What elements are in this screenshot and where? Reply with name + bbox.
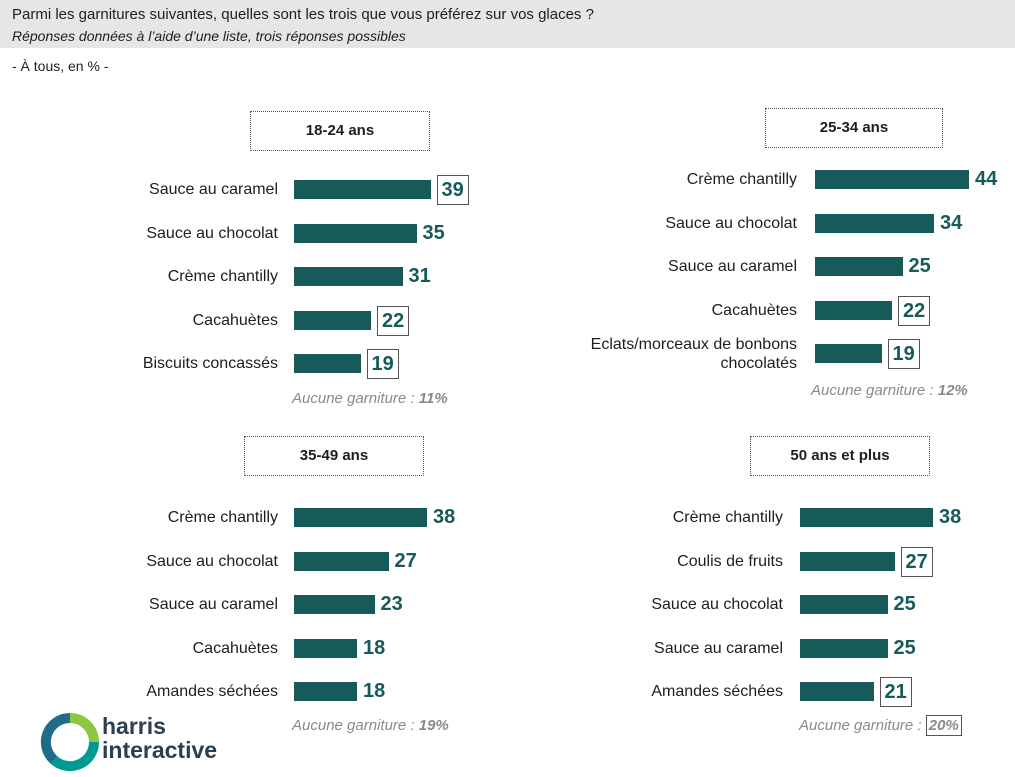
bar [800,508,933,527]
bar [815,344,882,363]
category-label: Sauce au chocolat [665,214,797,232]
data-label: 22 [898,295,931,326]
bar [800,595,888,614]
bar [294,310,371,330]
no-topping-note: Aucune garniture : 12% [811,382,968,399]
bar [294,638,357,658]
no-topping-note: Aucune garniture : 20% [799,715,962,736]
data-label: 19 [887,339,920,369]
header-band: Parmi les garnitures suivantes, quelles … [0,0,1015,48]
data-label: 27 [900,546,933,577]
data-label: 35 [422,221,445,244]
data-label: 34 [940,211,963,234]
category-label: Sauce au chocolat [651,596,783,613]
no-topping-label: Aucune garniture : [811,382,938,399]
category-label: Cacahuètes [192,639,278,657]
data-label: 25 [893,636,916,659]
harris-interactive-logo: harris interactive [40,712,240,772]
data-label: 44 [975,168,998,190]
data-label: 23 [380,593,403,615]
data-label: 25 [908,255,931,277]
data-label: 27 [394,549,417,572]
category-label: Coulis de fruits [677,552,783,570]
data-label: 31 [408,265,431,287]
category-label: Crème chantilly [672,509,783,526]
data-label: 38 [939,506,962,528]
data-label: 38 [433,506,456,528]
category-label: Sauce au caramel [654,639,783,657]
category-label: Amandes séchées [146,683,278,700]
logo-ring-icon [40,712,100,772]
bar [815,213,934,233]
category-label: Cacahuètes [192,311,278,329]
category-label: Sauce au caramel [149,181,278,198]
no-topping-label: Aucune garniture : [292,390,419,407]
category-label: Crème chantilly [167,268,278,285]
category-label: Sauce au caramel [668,258,797,275]
no-topping-label: Aucune garniture : [799,717,926,734]
chart-title: 25-34 ans [765,108,943,148]
no-topping-label: Aucune garniture : [292,717,419,734]
data-label: 19 [366,349,399,379]
bar [294,551,389,571]
category-label: Sauce au caramel [149,596,278,613]
bar [800,551,895,571]
bar [294,267,403,286]
bar [294,223,417,243]
no-topping-value: 11% [418,390,448,407]
bar [800,682,874,701]
data-label: 39 [436,175,469,205]
base-text: - À tous, en % - [12,58,109,74]
no-topping-note: Aucune garniture : 11% [292,390,448,407]
data-label: 25 [893,593,916,615]
data-label: 18 [363,636,386,659]
data-label: 21 [879,677,912,707]
bar [294,682,357,701]
bar [294,180,431,199]
logo-line1: harris [102,713,166,739]
question-text: Parmi les garnitures suivantes, quelles … [12,6,594,23]
category-label: Sauce au chocolat [146,552,278,570]
bar [800,638,888,658]
chart-title: 50 ans et plus [750,436,930,476]
category-label: Sauce au chocolat [146,224,278,242]
bar [815,300,892,320]
bar [294,595,375,614]
bar [294,508,427,527]
no-topping-note: Aucune garniture : 19% [292,717,449,734]
chart-title: 35-49 ans [244,436,424,476]
data-label: 18 [363,680,386,702]
subtitle-text: Réponses données à l’aide d’une liste, t… [12,28,406,44]
chart-title: 18-24 ans [250,111,430,151]
category-label: Amandes séchées [651,683,783,700]
category-label: Crème chantilly [686,171,797,188]
category-label: Cacahuètes [711,301,797,319]
logo-line2: interactive [102,737,218,763]
category-label: Crème chantilly [167,509,278,526]
category-label: Biscuits concassés [142,355,278,372]
category-label: Eclats/morceaux de bonbons chocolatés [590,336,797,372]
no-topping-value: 12% [937,382,968,399]
bar [815,170,969,189]
data-label: 22 [377,305,410,336]
bar [294,354,361,373]
bar [815,257,903,276]
no-topping-value: 20% [925,715,962,736]
no-topping-value: 19% [418,717,449,734]
